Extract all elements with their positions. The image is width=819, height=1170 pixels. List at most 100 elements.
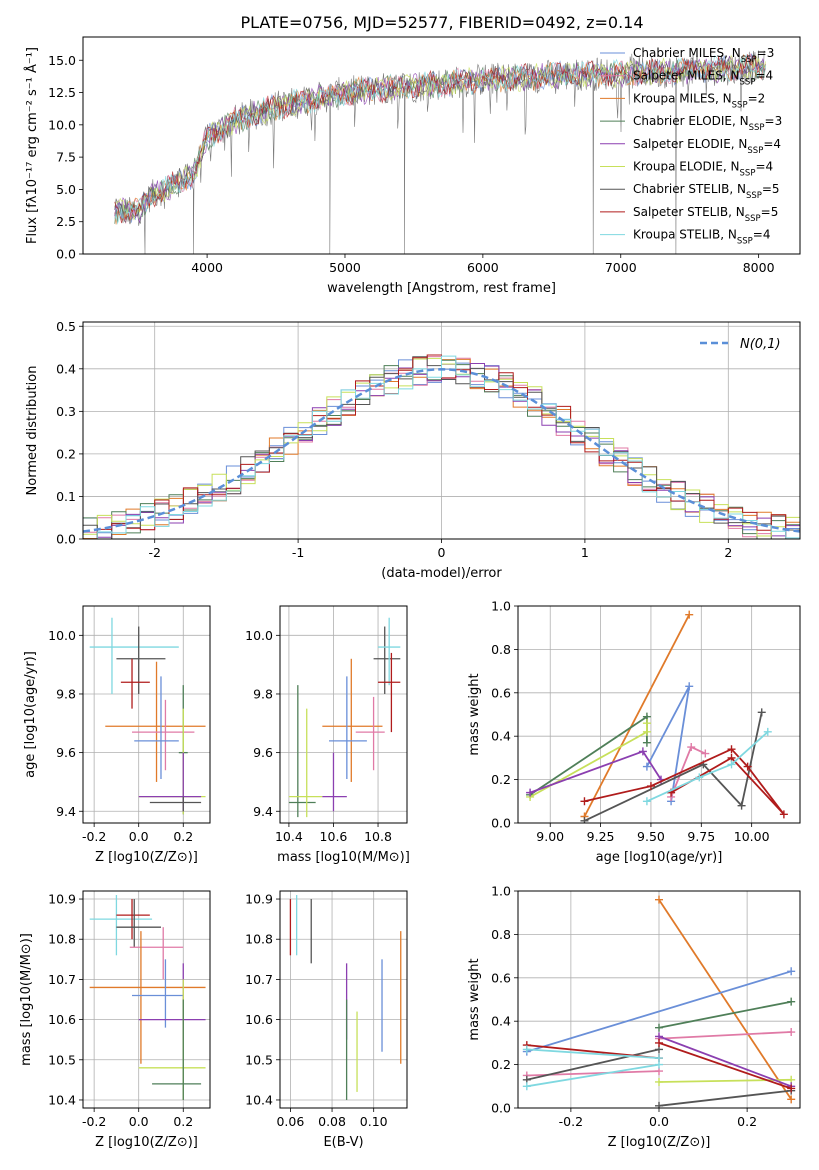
mass-weight-marker	[685, 610, 694, 619]
age_vs_mass-frame	[279, 605, 408, 824]
mass-weight-marker	[646, 782, 655, 791]
mass-weight-marker	[522, 1045, 531, 1054]
y-tick-label: 10.7	[245, 972, 273, 987]
mass-weight-line	[658, 1042, 792, 1090]
x-tick-label: -0.2	[82, 1114, 106, 1129]
mass-weight-marker	[685, 682, 694, 691]
legend-label: Salpeter STELIB, NSSP=5	[633, 205, 778, 224]
y-tick-label: 0.2	[491, 1057, 511, 1072]
mass-weight-marker	[655, 1101, 663, 1108]
y-tick-label: 15.0	[48, 53, 76, 68]
mass-weight-marker	[787, 1084, 796, 1093]
mass-weight-line	[658, 1031, 792, 1040]
x-tick-label: -1	[292, 545, 304, 560]
x-tick-label: 6000	[467, 260, 499, 275]
figure-title: PLATE=0756, MJD=52577, FIBERID=0492, z=0…	[240, 13, 643, 32]
mass-weight-marker	[701, 749, 710, 758]
mass-weight-marker	[727, 745, 736, 754]
y-tick-label: 10.6	[245, 1012, 273, 1027]
mass-weight-marker	[655, 895, 663, 904]
mass-weight-line	[658, 899, 792, 1100]
legend-label: Kroupa ELODIE, NSSP=4	[633, 160, 773, 179]
x-tick-label: 9.25	[587, 829, 615, 844]
legend-label: Kroupa MILES, NSSP=2	[633, 91, 765, 110]
age_vs_Z-frame	[82, 605, 211, 824]
x-tick-label: 9.50	[637, 829, 665, 844]
y-tick-label: 7.5	[56, 150, 76, 165]
y-axis-label: Normed distribution	[25, 366, 40, 496]
x-tick-label: 0.08	[318, 1114, 346, 1129]
mass-weight-marker	[655, 1077, 663, 1086]
y-tick-label: 10.4	[245, 1092, 273, 1107]
y-tick-label: 10.0	[48, 628, 76, 643]
mass-weight-marker	[580, 816, 589, 823]
y-tick-label: 0.8	[491, 642, 511, 657]
x-tick-label: 0.2	[737, 1114, 757, 1129]
mass-weight-line	[526, 970, 792, 1053]
spectrum-frame	[82, 36, 801, 255]
mass-weight-marker	[779, 810, 788, 819]
y-tick-label: 10.0	[245, 628, 273, 643]
x-tick-label: 9.75	[687, 829, 715, 844]
y-axis-label: Flux [fλ10⁻¹⁷ erg cm⁻² s⁻¹ Å⁻¹]	[24, 47, 40, 244]
mass_weight_vs_age-frame	[517, 605, 801, 824]
y-tick-label: 10.5	[245, 1052, 273, 1067]
mass_vs_Z-plot-area	[89, 895, 206, 1100]
mass_vs_Z-frame	[82, 890, 211, 1109]
age_vs_Z-plot-area	[89, 617, 206, 815]
mass-weight-marker	[763, 727, 772, 736]
y-tick-label: 2.5	[56, 214, 76, 229]
mass_weight_vs_Z-frame	[517, 890, 801, 1109]
mass-weight-marker	[757, 708, 766, 717]
y-axis-label: mass [log10(M/M⊙)]	[19, 933, 34, 1066]
x-tick-label: -0.2	[559, 1114, 583, 1129]
histogram-step-line	[83, 355, 800, 539]
y-tick-label: 9.4	[56, 804, 76, 819]
y-tick-label: 0.4	[491, 729, 511, 744]
y-tick-label: 10.6	[48, 1012, 76, 1027]
x-tick-label: 10.00	[734, 829, 770, 844]
age_vs_mass-plot-area	[288, 617, 401, 818]
mass-weight-line	[658, 1000, 792, 1029]
y-tick-label: 10.8	[48, 932, 76, 947]
x-tick-label: 9.00	[536, 829, 564, 844]
legend-label: Chabrier MILES, NSSP=3	[633, 46, 774, 65]
residual_histogram-plot-area	[83, 354, 800, 539]
x-tick-label: 1	[581, 545, 589, 560]
legend-label: Chabrier ELODIE, NSSP=3	[633, 114, 782, 133]
mass_vs_ebv-plot-area	[289, 895, 402, 1100]
mass-weight-line	[526, 1048, 660, 1081]
spectrum-model-line	[114, 53, 766, 225]
mass_vs_ebv-frame	[279, 890, 408, 1109]
y-tick-label: 9.6	[253, 745, 273, 760]
mass-weight-marker	[642, 797, 651, 806]
x-axis-label: Z [log10(Z/Z⊙)]	[95, 850, 198, 865]
x-tick-label: -0.2	[82, 829, 106, 844]
y-tick-label: 0.2	[56, 446, 76, 461]
x-tick-label: 0	[438, 545, 446, 560]
x-tick-label: 0.06	[276, 1114, 304, 1129]
x-tick-label: 10.8	[364, 829, 392, 844]
x-tick-label: 0.0	[649, 1114, 669, 1129]
y-tick-label: 10.5	[48, 1052, 76, 1067]
y-tick-label: 9.6	[56, 745, 76, 760]
mass-weight-line	[584, 712, 763, 822]
y-tick-label: 0.1	[56, 489, 76, 504]
mass-weight-marker	[655, 1023, 663, 1032]
histogram-legend: N(0,1)	[700, 337, 781, 352]
y-tick-label: 9.8	[56, 686, 76, 701]
normal-curve	[83, 368, 800, 533]
x-tick-label: 10.6	[320, 829, 348, 844]
x-tick-label: -2	[148, 545, 160, 560]
y-tick-label: 10.8	[245, 932, 273, 947]
mass_weight_vs_age-plot-area	[526, 610, 788, 823]
legend-label: N(0,1)	[740, 337, 781, 352]
mass-weight-marker	[787, 1028, 796, 1037]
x-axis-label: (data-model)/error	[381, 566, 502, 581]
mass-weight-marker	[638, 747, 647, 756]
mass-weight-marker	[687, 743, 696, 752]
y-tick-label: 10.0	[48, 117, 76, 132]
x-tick-label: 0.10	[360, 1114, 388, 1129]
y-tick-label: 1.0	[491, 884, 511, 899]
spectrum-plot-area	[114, 50, 766, 254]
